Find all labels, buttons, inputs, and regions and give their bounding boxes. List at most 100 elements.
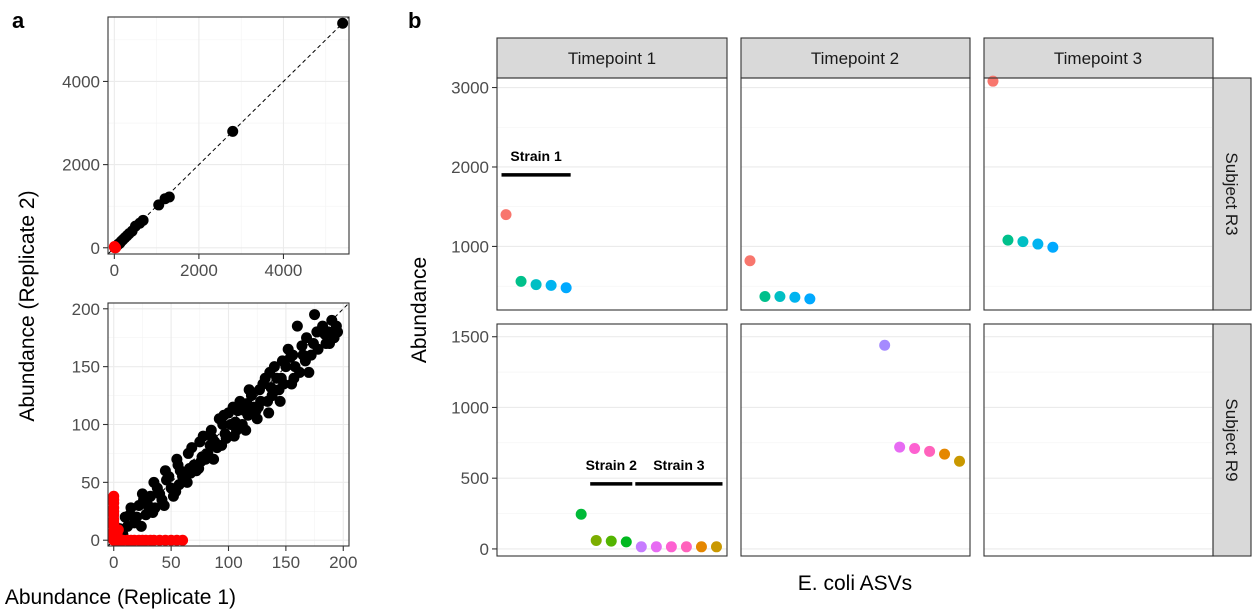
a-bottom-point-black [299, 355, 311, 367]
a-bottom-tick-label-y: 200 [72, 300, 100, 319]
a-bottom-point-black [307, 338, 319, 349]
b-R3-point [774, 290, 786, 302]
a-bottom-point-black [231, 424, 243, 436]
strip-label-subject-r9: Subject R9 [1222, 398, 1241, 481]
b-R9-point [909, 442, 921, 454]
strip-label-timepoint-1: Timepoint 1 [568, 49, 656, 68]
a-bottom-point-black [208, 453, 220, 465]
a-top-point-black [227, 125, 239, 137]
a-bottom-point-black [135, 520, 147, 532]
b-R3-point [804, 293, 816, 305]
a-top-tick-label-x: 2000 [180, 261, 218, 280]
b-R9-frame [983, 323, 1214, 557]
a-bottom-point-black [186, 442, 198, 454]
b-R9-tick-label-y: 0 [480, 540, 489, 559]
b-R9-point [665, 541, 677, 553]
a-bottom-point-black [181, 476, 193, 488]
a-bottom-point-black [172, 459, 184, 471]
a-bottom-tick-label-x: 0 [109, 553, 118, 572]
a-top-tick-label-y: 2000 [62, 156, 100, 175]
strip-subject-r9 [1212, 323, 1252, 557]
b-R3-frame [740, 77, 971, 311]
b-R9-point [924, 445, 936, 457]
panel-a-ylabel: Abundance (Replicate 2) [16, 190, 39, 421]
b-R3-point [530, 279, 542, 291]
b-R9-point [605, 535, 617, 547]
b-R9-point [695, 541, 707, 553]
a-bottom-point-black [262, 395, 274, 407]
a-bottom-point-black [206, 432, 218, 444]
b-R3-point [560, 282, 572, 294]
a-bottom-point-black [303, 366, 315, 378]
a-bottom-point-black [264, 366, 276, 378]
b-R9-point [894, 441, 906, 453]
b-R3-tick-label-y: 1000 [451, 237, 489, 256]
a-bottom-point-black [138, 494, 150, 506]
a-top-point-black [153, 199, 165, 211]
a-bottom-point-black [195, 456, 207, 468]
b-R3-point [1017, 236, 1029, 248]
a-top-point-black [337, 17, 349, 29]
a-bottom-point-black [241, 398, 253, 410]
a-top-frame [107, 16, 350, 255]
a-bottom-point-black [273, 384, 285, 396]
strain-label: Strain 3 [653, 457, 705, 473]
a-top-identity-line [107, 16, 350, 255]
panel-a-tag: a [12, 8, 25, 33]
a-bottom-point-black [151, 482, 163, 494]
a-bottom-point-black [218, 409, 230, 421]
a-bottom-point-red [177, 534, 189, 546]
strain-label: Strain 2 [586, 457, 638, 473]
b-R3-point [515, 275, 527, 287]
a-bottom-point-black [205, 424, 217, 436]
b-R9-point [879, 339, 891, 351]
strip-label-timepoint-2: Timepoint 2 [811, 49, 899, 68]
a-bottom-point-black [227, 401, 239, 413]
b-R9-frame [740, 323, 971, 557]
b-R3-point [744, 255, 756, 267]
b-R3-point [1032, 238, 1044, 250]
a-bottom-point-black [253, 384, 265, 396]
a-bottom-point-black [275, 372, 287, 384]
strip-subject-r3 [1212, 77, 1252, 311]
b-R9-point [954, 455, 966, 467]
a-bottom-point-black [330, 320, 342, 332]
b-R3-point [1002, 234, 1014, 246]
strip-timepoint-3 [983, 37, 1214, 79]
a-bottom-tick-label-x: 100 [214, 553, 242, 572]
a-top-tick-label-x: 0 [110, 261, 119, 280]
a-bottom-point-black [263, 407, 275, 419]
a-bottom-point-black [251, 413, 263, 425]
a-top-tick-label-x: 4000 [265, 261, 303, 280]
a-bottom-frame [107, 302, 350, 547]
a-bottom-point-red [108, 490, 120, 502]
a-bottom-point-black [288, 372, 300, 384]
b-R3-point [987, 75, 999, 87]
a-bottom-point-black [296, 340, 308, 352]
b-R9-point [590, 534, 602, 546]
strip-timepoint-2 [740, 37, 971, 79]
b-R9-point [939, 448, 951, 460]
b-R3-tick-label-y: 3000 [451, 79, 489, 98]
a-bottom-point-black [287, 349, 299, 361]
b-R9-tick-label-y: 1500 [451, 328, 489, 347]
a-bottom-point-black [252, 401, 264, 413]
b-R9-point [620, 536, 632, 548]
a-bottom-tick-label-x: 50 [162, 553, 181, 572]
b-R9-point [650, 541, 662, 553]
b-R3-point [500, 209, 512, 221]
a-bottom-point-black [243, 384, 255, 396]
a-bottom-point-black [229, 416, 241, 428]
a-bottom-point-black [197, 430, 209, 442]
a-bottom-point-black [319, 328, 331, 340]
b-R3-point [759, 290, 771, 302]
panel-a-xlabel: Abundance (Replicate 1) [5, 586, 236, 609]
a-bottom-point-black [170, 486, 182, 498]
panel-b-ylabel: Abundance [408, 257, 431, 363]
a-bottom-point-black [309, 309, 321, 321]
a-top-point-red [110, 242, 122, 254]
b-R3-frame [496, 77, 728, 311]
b-R3-point [545, 279, 557, 291]
a-bottom-point-black [274, 395, 286, 407]
